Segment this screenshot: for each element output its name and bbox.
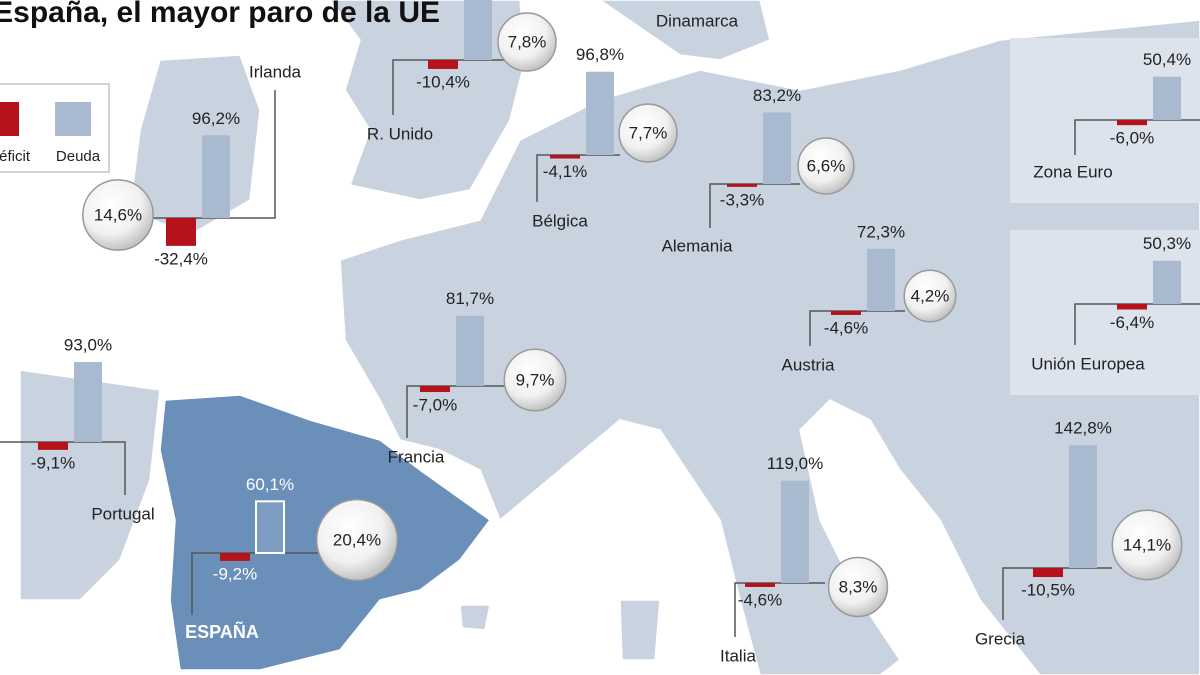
debt-label: 93,0% [64,336,112,355]
debt-label: 83,2% [753,86,801,105]
country-name: ESPAÑA [185,621,259,642]
debt-label: 72,3% [857,222,905,241]
unemployment-label: 7,7% [629,123,668,142]
unemployment-label: 20,4% [333,530,381,549]
debt-label: 50,3% [1143,234,1191,253]
debt-label: 50,4% [1143,50,1191,69]
unemployment-bubble [315,498,399,582]
debt-bar [202,135,230,218]
deficit-bar [550,155,580,159]
legend-swatch-deficit [0,102,19,136]
debt-bar [867,248,895,311]
country-name: Unión Europea [1031,354,1145,373]
unemployment-bubble [497,12,557,72]
debt-bar [1069,445,1097,568]
deficit-bar [38,442,68,450]
legend: Déficit Deuda [0,83,110,173]
country-name: Zona Euro [1033,162,1112,181]
debt-bar [456,315,484,386]
country-name: Bélgica [532,211,588,230]
unemployment-bubble [827,556,889,618]
deficit-label: -7,0% [413,396,457,415]
debt-bar [1153,260,1181,304]
debt-label: 81,7% [446,289,494,308]
unemployment-bubble [503,348,567,412]
debt-bar [74,362,102,442]
unemployment-label: 4,2% [911,286,950,305]
country-name: Alemania [662,236,733,255]
unemployment-bubble [903,269,957,323]
deficit-bar [831,311,861,315]
unemployment-bubble [797,137,855,195]
deficit-bar [1117,304,1147,310]
eu-box [1010,230,1200,395]
legend-debt: Deuda [56,148,101,165]
deficit-bar [1033,568,1063,578]
deficit-label: -9,2% [213,564,257,583]
country-name: Austria [782,355,835,374]
debt-bar [586,71,614,155]
debt-label: 60,1% [246,475,294,494]
country-label: Dinamarca [656,11,739,30]
unemployment-bubble [82,179,154,251]
unemployment-label: 9,7% [516,370,555,389]
debt-bar [763,112,791,184]
deficit-label: -3,3% [720,190,764,209]
deficit-label: -10,4% [416,72,470,91]
country-name: Francia [388,447,445,466]
unemployment-label: 14,6% [94,205,142,224]
deficit-bar [166,218,196,246]
unemployment-bubble [1111,509,1183,581]
unemployment-label: 8,3% [839,577,878,596]
deficit-label: -6,0% [1110,129,1154,148]
deficit-label: -32,4% [154,249,208,268]
deficit-label: -4,6% [738,590,782,609]
deficit-label: -4,6% [824,318,868,337]
unemployment-label: 6,6% [807,156,846,175]
unemployment-label: 14,1% [1123,535,1171,554]
deficit-label: -10,5% [1021,581,1075,600]
country-name: Irlanda [249,62,302,81]
debt-bar [781,480,809,583]
debt-label: 119,0% [767,454,823,473]
country-name: Grecia [975,629,1026,648]
deficit-bar [1117,120,1147,126]
deficit-bar [220,553,250,561]
deficit-bar [428,60,458,69]
debt-label: 142,8% [1054,419,1112,438]
deficit-bar [727,184,757,187]
country-name: Portugal [91,504,154,523]
deficit-bar [420,386,450,393]
legend-deficit: Déficit [0,148,31,165]
legend-swatch-debt [55,102,91,136]
debt-bar [464,0,492,61]
deficit-label: -4,1% [543,162,587,181]
debt-label: 96,2% [192,109,240,128]
country-name: Italia [720,646,756,665]
debt-label: 96,8% [576,45,624,64]
unemployment-bubble [618,103,678,163]
unemployment-label: 7,8% [508,32,547,51]
debt-bar [255,500,285,554]
deficit-label: -9,1% [31,453,75,472]
deficit-bar [745,583,775,587]
debt-bar [1153,76,1181,120]
deficit-label: -6,4% [1110,313,1154,332]
country-name: R. Unido [367,124,433,143]
title: España, el mayor paro de la UE [0,0,440,29]
